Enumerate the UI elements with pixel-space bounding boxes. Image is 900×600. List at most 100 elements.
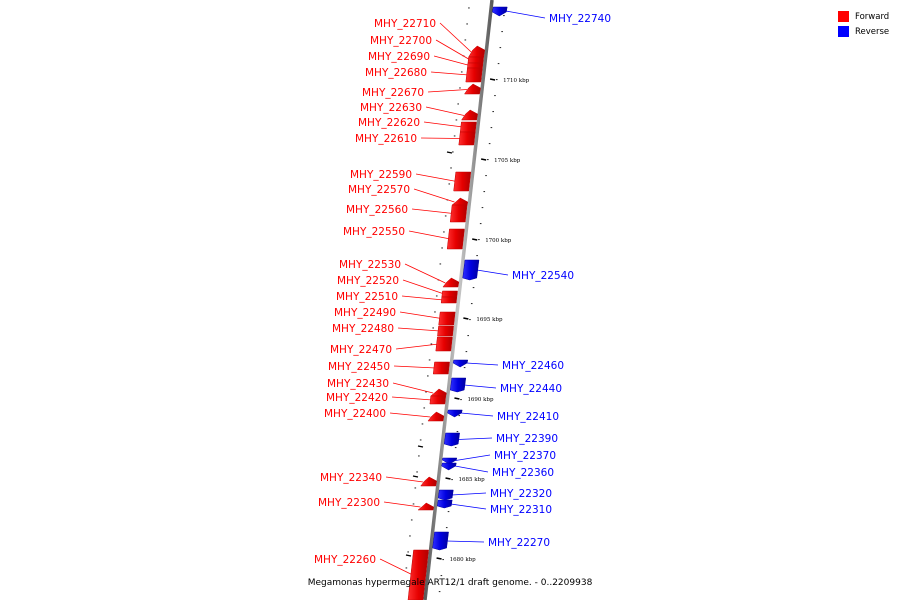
forward-gene[interactable] (437, 325, 454, 337)
forward-gene[interactable] (420, 476, 437, 487)
minor-tick (412, 475, 419, 478)
reverse-gene[interactable] (432, 531, 449, 551)
reverse-gene[interactable] (447, 409, 463, 418)
minor-tick (503, 15, 505, 17)
reverse-gene[interactable] (442, 457, 458, 465)
forward-gene-label[interactable]: MHY_22430 (327, 378, 389, 390)
forward-gene[interactable] (451, 197, 469, 206)
forward-gene-label[interactable]: MHY_22550 (343, 226, 405, 238)
reverse-gene-label[interactable]: MHY_22320 (490, 488, 552, 500)
legend-item-forward: Forward (838, 9, 898, 24)
reverse-gene[interactable] (443, 432, 460, 447)
forward-gene-label[interactable]: MHY_22700 (370, 35, 432, 47)
forward-gene[interactable] (464, 83, 481, 95)
forward-leader-line (383, 501, 421, 508)
forward-gene-label[interactable]: MHY_22520 (337, 275, 399, 287)
reverse-gene[interactable] (452, 359, 469, 368)
forward-gene-label[interactable]: MHY_22670 (362, 87, 424, 99)
reverse-gene-label[interactable]: MHY_22460 (502, 360, 564, 372)
forward-leader-line (428, 89, 468, 93)
forward-gene[interactable] (459, 121, 477, 133)
forward-leader-line (408, 230, 451, 240)
reverse-gene-label[interactable]: MHY_22540 (512, 270, 574, 282)
reverse-gene[interactable] (437, 489, 454, 501)
forward-gene-label[interactable]: MHY_22610 (355, 133, 417, 145)
reverse-gene-label[interactable]: MHY_22370 (494, 450, 556, 462)
forward-gene-label[interactable]: MHY_22570 (348, 184, 410, 196)
forward-gene[interactable] (429, 395, 447, 405)
forward-gene-label[interactable]: MHY_22450 (328, 361, 390, 373)
forward-gene-label[interactable]: MHY_22480 (332, 323, 394, 335)
minor-tick (472, 287, 475, 289)
forward-gene-label[interactable]: MHY_22260 (314, 554, 376, 566)
forward-gene[interactable] (441, 290, 458, 298)
reverse-gene-label[interactable]: MHY_22270 (488, 537, 550, 549)
minor-tick (405, 554, 412, 557)
forward-gene[interactable] (453, 171, 472, 192)
forward-gene-label[interactable]: MHY_22560 (346, 204, 408, 216)
minor-tick (466, 23, 468, 25)
reverse-gene[interactable] (492, 6, 508, 17)
minor-tick (460, 71, 463, 73)
axis-major-ticks: 1710 kbp 1705 kbp 1700 kbp 1695 kbp 1690 kbp… (436, 78, 530, 563)
forward-gene[interactable] (467, 56, 484, 64)
reverse-gene-label[interactable]: MHY_22360 (492, 467, 554, 479)
forward-gene-label[interactable]: MHY_22710 (374, 18, 436, 30)
forward-gene[interactable] (432, 361, 450, 375)
gene-labels: MHY_22710 MHY_22700 MHY_22690 MHY_22680 MHY_… (314, 13, 611, 566)
reverse-gene[interactable] (436, 499, 453, 509)
forward-gene-label[interactable]: MHY_22510 (336, 291, 398, 303)
forward-gene[interactable] (461, 109, 478, 121)
minor-tick (458, 415, 461, 417)
reverse-gene-label[interactable]: MHY_22440 (500, 383, 562, 395)
reverse-leader-line (450, 503, 487, 510)
forward-gene[interactable] (417, 502, 435, 511)
forward-gene-label[interactable]: MHY_22490 (334, 307, 396, 319)
minor-tick (445, 527, 448, 529)
reverse-gene-label[interactable]: MHY_22390 (496, 433, 558, 445)
reverse-gene-label[interactable]: MHY_22410 (497, 411, 559, 423)
forward-gene-label[interactable]: MHY_22470 (330, 344, 392, 356)
forward-gene-label[interactable]: MHY_22630 (360, 102, 422, 114)
forward-gene-label[interactable]: MHY_22620 (358, 117, 420, 129)
forward-gene-label[interactable]: MHY_22400 (324, 408, 386, 420)
forward-gene[interactable] (442, 277, 460, 288)
minor-tick (423, 407, 426, 409)
forward-gene-label[interactable]: MHY_22300 (318, 497, 380, 509)
forward-gene-label[interactable]: MHY_22530 (339, 259, 401, 271)
minor-tick (464, 39, 467, 41)
reverse-gene[interactable] (449, 377, 467, 393)
forward-leader-line (392, 396, 433, 401)
minor-tick (469, 319, 471, 321)
forward-gene-label[interactable]: MHY_22340 (320, 472, 382, 484)
forward-gene[interactable] (407, 549, 429, 600)
forward-gene[interactable] (467, 62, 484, 69)
forward-gene-label[interactable]: MHY_22690 (368, 51, 430, 63)
forward-gene-label[interactable]: MHY_22590 (350, 169, 412, 181)
minor-tick (478, 239, 480, 241)
minor-tick (407, 551, 409, 553)
forward-gene-label[interactable]: MHY_22420 (326, 392, 388, 404)
forward-gene[interactable] (449, 204, 468, 223)
minor-tick (419, 439, 422, 441)
forward-gene[interactable] (430, 388, 447, 397)
minor-tick (463, 367, 466, 369)
reverse-gene-label[interactable]: MHY_22310 (490, 504, 552, 516)
forward-gene[interactable] (458, 131, 476, 146)
forward-gene[interactable] (465, 67, 483, 83)
forward-gene-label[interactable]: MHY_22680 (365, 67, 427, 79)
forward-gene[interactable] (427, 411, 445, 422)
scale-tick-label: 1680 kbp (450, 557, 477, 563)
forward-leader-line (415, 173, 457, 182)
scale-tick (454, 397, 460, 400)
forward-leader-line (421, 137, 462, 139)
reverse-gene[interactable] (462, 259, 480, 281)
reverse-gene-label[interactable]: MHY_22740 (549, 13, 611, 25)
reverse-gene[interactable] (441, 462, 457, 471)
minor-tick (427, 375, 429, 377)
forward-gene[interactable] (440, 296, 458, 304)
forward-gene[interactable] (446, 228, 465, 250)
forward-gene[interactable] (435, 336, 453, 352)
forward-gene[interactable] (438, 311, 456, 326)
